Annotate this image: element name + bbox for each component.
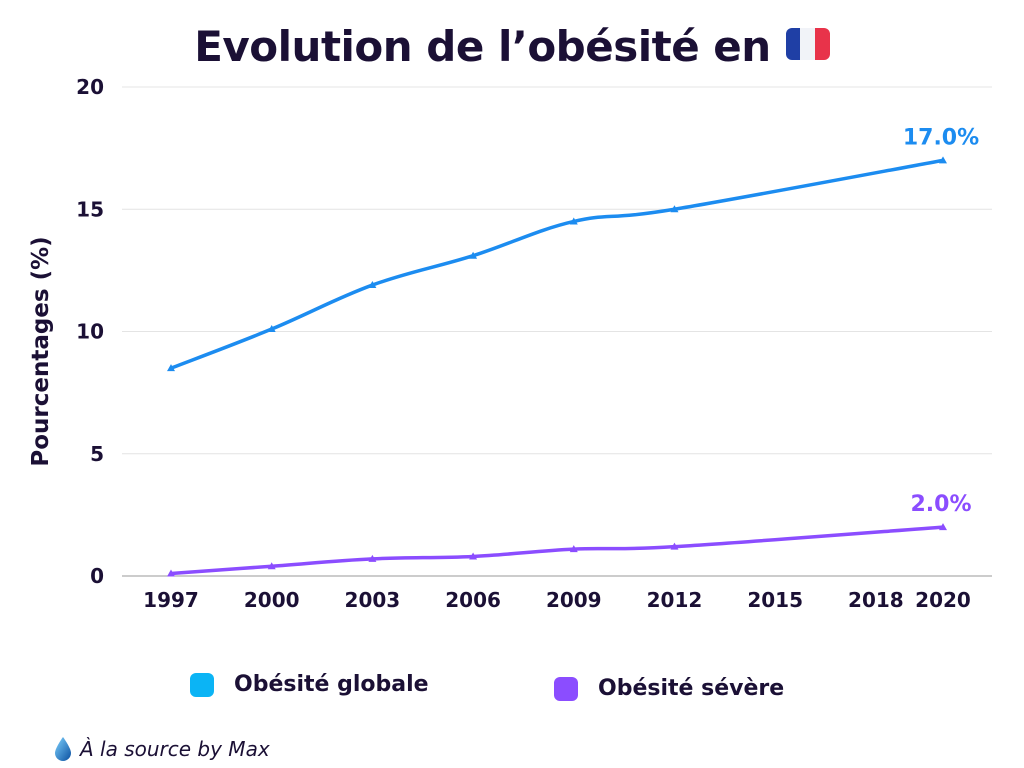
x-tick-label: 2012 xyxy=(647,588,703,612)
legend-swatch-severe xyxy=(554,676,578,701)
water-drop-icon xyxy=(55,737,71,761)
x-tick-label: 2015 xyxy=(747,588,803,612)
y-tick-label: 20 xyxy=(76,75,104,99)
data-point-global xyxy=(267,325,276,333)
data-point-global xyxy=(368,281,377,289)
x-tick-label: 1997 xyxy=(143,588,199,612)
x-tick-label: 2018 xyxy=(848,588,904,612)
data-point-severe xyxy=(670,542,679,550)
end-value-label-severe: 2.0% xyxy=(910,492,971,517)
legend-item-global: Obésité globale xyxy=(190,672,429,697)
y-tick-label: 5 xyxy=(90,442,104,466)
data-point-global xyxy=(569,217,578,225)
data-point-global xyxy=(167,364,175,372)
legend: Obésité globale Obésité sévère xyxy=(0,672,1024,712)
data-point-severe xyxy=(939,523,947,531)
y-tick-label: 15 xyxy=(76,197,104,221)
source-text: À la source by Max xyxy=(80,737,270,761)
series-line-severe xyxy=(169,525,945,576)
chart-title-row: Evolution de l’obésité en xyxy=(0,22,1024,71)
data-point-global xyxy=(670,205,679,213)
data-point-global xyxy=(469,251,478,259)
x-tick-label: 2020 xyxy=(915,588,971,612)
data-point-severe xyxy=(469,552,478,560)
data-point-severe xyxy=(267,562,276,570)
data-point-severe xyxy=(167,569,175,577)
legend-swatch-global xyxy=(190,672,214,697)
france-flag-icon xyxy=(785,27,830,60)
x-tick-label: 2003 xyxy=(345,588,401,612)
x-tick-label: 2006 xyxy=(445,588,501,612)
chart-title: Evolution de l’obésité en xyxy=(194,22,771,71)
data-point-global xyxy=(939,156,947,164)
end-value-label-global: 17.0% xyxy=(903,125,979,150)
data-point-severe xyxy=(569,545,578,553)
series-line-global xyxy=(169,158,945,370)
y-tick-label: 0 xyxy=(90,564,104,588)
x-tick-label: 2000 xyxy=(244,588,300,612)
legend-label-global: Obésité globale xyxy=(234,672,429,697)
line-chart: 0 5 10 15 20 1997 2000 2003 2006 2009 2012 2015 2018… xyxy=(28,75,992,612)
legend-label-severe: Obésité sévère xyxy=(598,676,785,701)
y-axis-title: Pourcentages (%) xyxy=(28,236,54,466)
legend-item-severe: Obésité sévère xyxy=(554,676,784,701)
y-tick-label: 10 xyxy=(76,320,104,344)
x-tick-label: 2009 xyxy=(546,588,602,612)
source-credit: À la source by Max xyxy=(54,736,270,762)
data-point-severe xyxy=(368,554,377,562)
